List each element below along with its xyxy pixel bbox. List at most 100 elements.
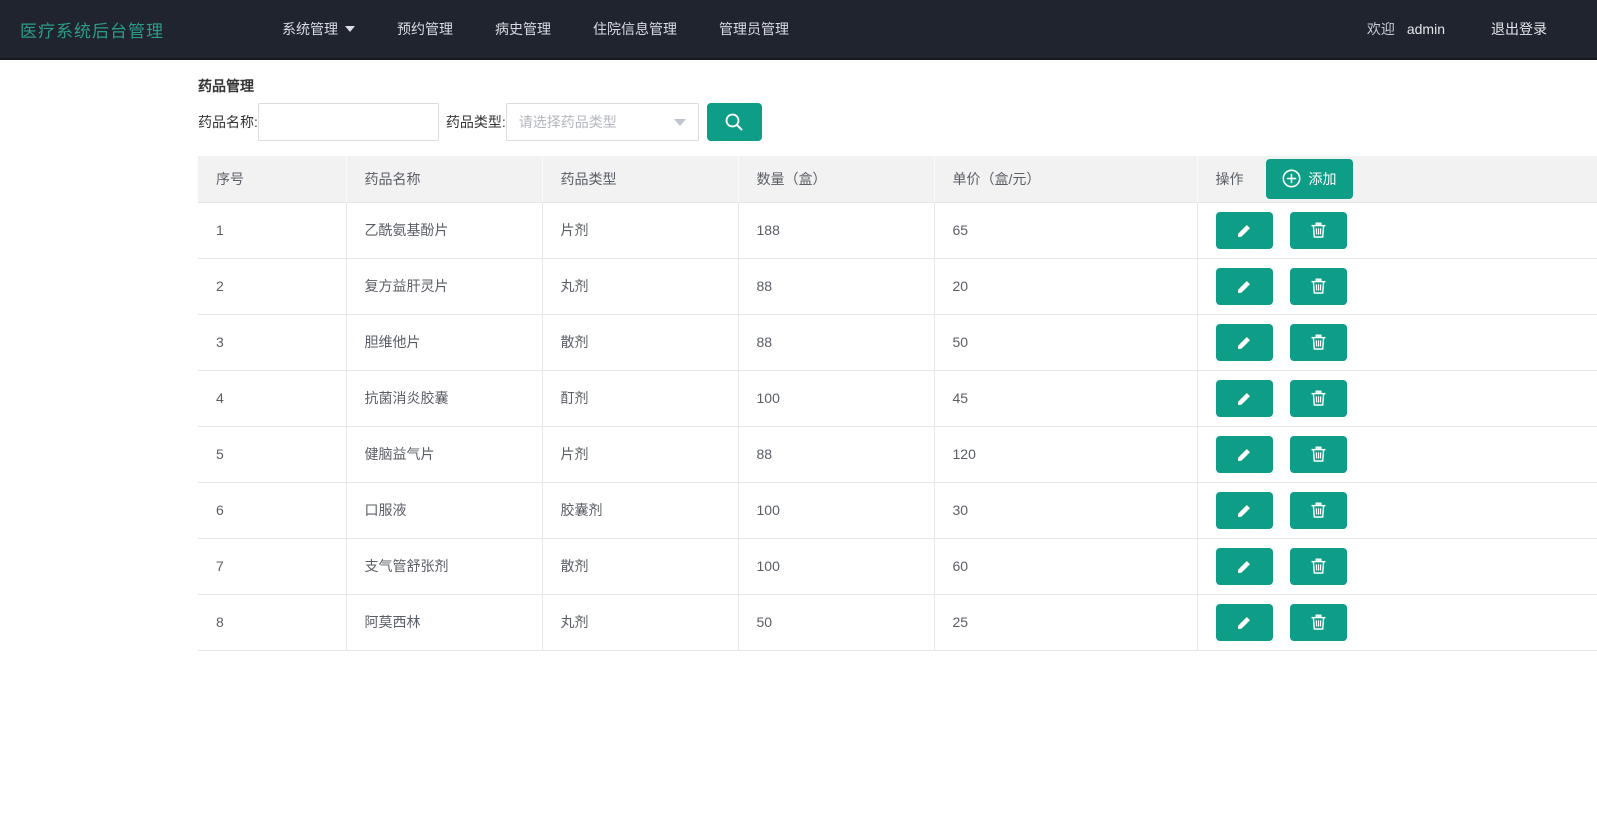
- cell-quantity: 188: [738, 202, 935, 259]
- table-row: 5 健脑益气片 片剂 88 120: [198, 426, 1597, 483]
- page-title: 药品管理: [198, 78, 254, 94]
- cell-actions: [1197, 314, 1597, 371]
- cell-actions: [1197, 426, 1597, 483]
- table-row: 4 抗菌消炎胶囊 酊剂 100 45: [198, 370, 1597, 427]
- cell-unit-price: 60: [934, 538, 1198, 595]
- edit-pencil-icon: [1236, 278, 1253, 295]
- navbar-right: 欢迎 admin 退出登录: [1367, 19, 1547, 39]
- delete-trash-icon: [1310, 613, 1327, 631]
- cell-quantity: 88: [738, 426, 935, 483]
- cell-drug-name: 复方益肝灵片: [346, 258, 543, 315]
- cell-quantity: 88: [738, 314, 935, 371]
- cell-actions: [1197, 370, 1597, 427]
- drug-name-input[interactable]: [257, 103, 439, 141]
- delete-trash-icon: [1310, 221, 1327, 239]
- delete-button[interactable]: [1290, 491, 1348, 529]
- edit-pencil-icon: [1236, 614, 1253, 631]
- delete-button[interactable]: [1290, 435, 1348, 473]
- edit-button[interactable]: [1215, 547, 1273, 585]
- cell-drug-type: 散剂: [542, 314, 739, 371]
- edit-pencil-icon: [1236, 334, 1253, 351]
- cell-index: 6: [198, 482, 347, 539]
- cell-drug-type: 片剂: [542, 202, 739, 259]
- nav-item-hospitalization-info-management[interactable]: 住院信息管理: [593, 19, 677, 39]
- nav-item-label: 系统管理: [282, 21, 338, 37]
- edit-button[interactable]: [1215, 603, 1273, 641]
- cell-drug-type: 丸剂: [542, 258, 739, 315]
- edit-button[interactable]: [1215, 211, 1273, 249]
- cell-drug-name: 支气管舒张剂: [346, 538, 543, 595]
- nav-item-appointment-management[interactable]: 预约管理: [397, 19, 453, 39]
- cell-drug-name: 胆维他片: [346, 314, 543, 371]
- cell-index: 4: [198, 370, 347, 427]
- delete-button[interactable]: [1290, 211, 1348, 249]
- cell-quantity: 100: [738, 482, 935, 539]
- drug-type-label: 药品类型:: [445, 114, 506, 130]
- cell-quantity: 100: [738, 370, 935, 427]
- main-content: 药品管理 药品名称: 药品类型: 请选择药品类型 序号 药品名: [198, 60, 1597, 651]
- logout-link[interactable]: 退出登录: [1491, 21, 1547, 37]
- table-header-row: 序号 药品名称 药品类型 数量（盒） 单价（盒/元） 操作: [198, 156, 1597, 203]
- edit-button[interactable]: [1215, 267, 1273, 305]
- table-row: 2 复方益肝灵片 丸剂 88 20: [198, 258, 1597, 315]
- header-operations: 操作: [1215, 170, 1244, 187]
- delete-trash-icon: [1310, 557, 1327, 575]
- cell-index: 7: [198, 538, 347, 595]
- logged-in-username: admin: [1406, 21, 1445, 37]
- cell-drug-name: 抗菌消炎胶囊: [346, 370, 543, 427]
- delete-button[interactable]: [1290, 603, 1348, 641]
- delete-button[interactable]: [1290, 547, 1348, 585]
- search-button[interactable]: [706, 103, 762, 141]
- nav-item-medical-history-management[interactable]: 病史管理: [495, 19, 551, 39]
- welcome-text: 欢迎: [1366, 21, 1395, 37]
- delete-trash-icon: [1310, 445, 1327, 463]
- cell-drug-type: 酊剂: [542, 370, 739, 427]
- drug-table: 序号 药品名称 药品类型 数量（盒） 单价（盒/元） 操作: [198, 156, 1597, 651]
- cell-unit-price: 65: [934, 202, 1198, 259]
- cell-index: 1: [198, 202, 347, 259]
- nav-item-system-management[interactable]: 系统管理: [282, 19, 355, 39]
- nav-item-admin-management[interactable]: 管理员管理: [719, 19, 789, 39]
- cell-index: 8: [198, 594, 347, 651]
- plus-circle-icon: [1282, 169, 1301, 188]
- delete-button[interactable]: [1290, 323, 1348, 361]
- nav-item-label: 管理员管理: [719, 21, 789, 37]
- table-row: 1 乙酰氨基酚片 片剂 188 65: [198, 202, 1597, 259]
- delete-trash-icon: [1310, 389, 1327, 407]
- search-icon: [723, 111, 745, 133]
- edit-button[interactable]: [1215, 323, 1273, 361]
- edit-pencil-icon: [1236, 502, 1253, 519]
- cell-drug-name: 口服液: [346, 482, 543, 539]
- cell-drug-type: 散剂: [542, 538, 739, 595]
- edit-button[interactable]: [1215, 379, 1273, 417]
- cell-quantity: 50: [738, 594, 935, 651]
- edit-button[interactable]: [1215, 491, 1273, 529]
- add-drug-button[interactable]: 添加: [1265, 158, 1353, 199]
- nav-item-label: 病史管理: [495, 21, 551, 37]
- delete-trash-icon: [1310, 277, 1327, 295]
- cell-drug-type: 丸剂: [542, 594, 739, 651]
- edit-button[interactable]: [1215, 435, 1273, 473]
- cell-unit-price: 25: [934, 594, 1198, 651]
- app-title: 医疗系统后台管理: [20, 21, 164, 41]
- drug-type-select[interactable]: 请选择药品类型: [505, 103, 699, 141]
- cell-unit-price: 45: [934, 370, 1198, 427]
- add-drug-button-label: 添加: [1308, 170, 1337, 187]
- cell-unit-price: 30: [934, 482, 1198, 539]
- header-drug-type: 药品类型: [542, 156, 739, 203]
- cell-drug-name: 健脑益气片: [346, 426, 543, 483]
- table-row: 7 支气管舒张剂 散剂 100 60: [198, 538, 1597, 595]
- cell-index: 3: [198, 314, 347, 371]
- delete-button[interactable]: [1290, 379, 1348, 417]
- cell-index: 5: [198, 426, 347, 483]
- cell-actions: [1197, 594, 1597, 651]
- edit-pencil-icon: [1236, 446, 1253, 463]
- main-nav: 系统管理 预约管理 病史管理 住院信息管理 管理员管理: [282, 19, 1367, 39]
- chevron-down-icon: [673, 118, 686, 126]
- delete-button[interactable]: [1290, 267, 1348, 305]
- edit-pencil-icon: [1236, 558, 1253, 575]
- drug-type-select-placeholder: 请选择药品类型: [518, 114, 617, 130]
- cell-drug-name: 乙酰氨基酚片: [346, 202, 543, 259]
- chevron-down-icon: [345, 26, 355, 32]
- header-index: 序号: [198, 156, 347, 203]
